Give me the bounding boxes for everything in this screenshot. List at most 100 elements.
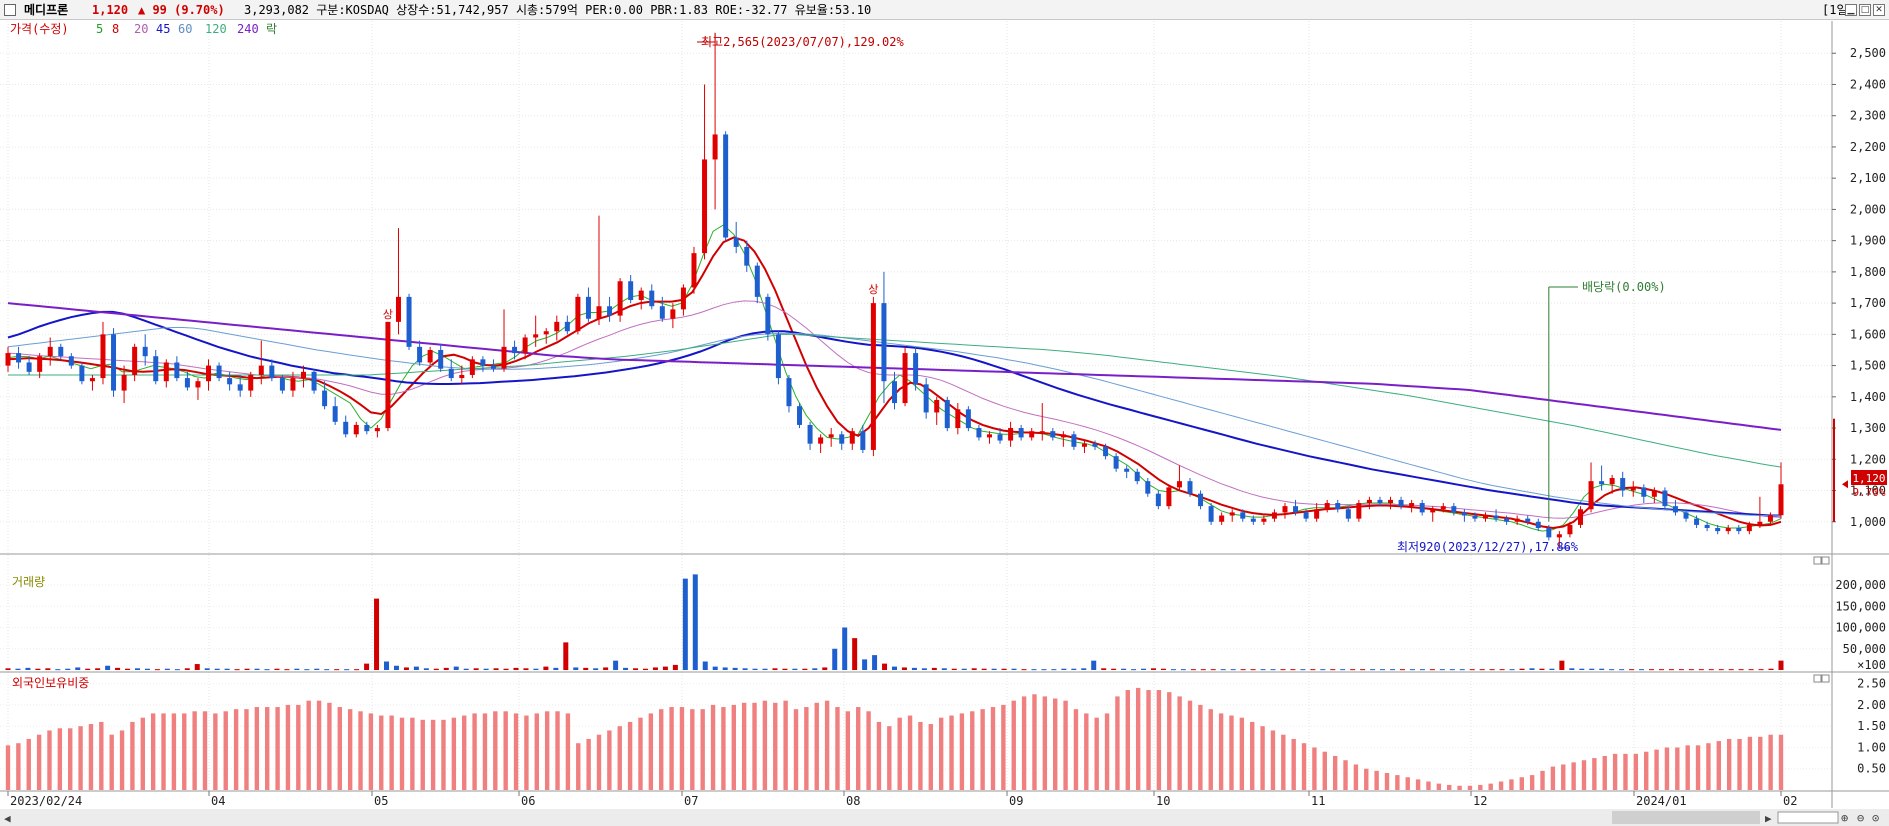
zoom-reset-icon[interactable]: ⊙ xyxy=(1872,811,1879,825)
legend-ma120: 120 xyxy=(205,22,227,36)
foreign-bar xyxy=(959,713,965,790)
candle-body xyxy=(923,384,929,413)
volume-bar xyxy=(453,666,459,670)
candle-body xyxy=(1493,515,1499,519)
volume-bar xyxy=(1121,668,1127,670)
price-tick-label: 2,200 xyxy=(1850,140,1886,154)
candle-body xyxy=(1430,509,1436,513)
foreign-bar xyxy=(804,707,809,790)
volume-bar xyxy=(553,667,559,670)
candlesticks xyxy=(5,32,1784,547)
candle-body xyxy=(1134,471,1140,482)
foreign-bar xyxy=(451,717,457,790)
volume-bar xyxy=(1061,668,1067,670)
volume-bar xyxy=(652,667,658,670)
foreign-bar xyxy=(1519,777,1524,790)
volume-bar xyxy=(742,668,748,670)
candle-body xyxy=(1715,528,1721,532)
price-tag-box xyxy=(1851,470,1887,485)
volume-bar xyxy=(1390,669,1396,671)
candle-body xyxy=(206,365,212,382)
stock-info: 3,293,082 구분:KOSDAQ 상장수:51,742,957 시총:57… xyxy=(244,3,872,17)
foreign-bar xyxy=(856,707,861,790)
minimize-icon[interactable]: ▁ xyxy=(1845,4,1857,16)
volume-bar xyxy=(1738,669,1744,671)
zoom-in-icon[interactable]: ⊕ xyxy=(1841,811,1848,825)
foreign-bar xyxy=(327,702,332,790)
maximize-icon[interactable]: □ xyxy=(1859,4,1871,16)
legend-ex-dividend: 락 xyxy=(266,22,277,36)
candle-body xyxy=(1567,524,1573,535)
volume-bar xyxy=(1748,669,1754,671)
candle-body xyxy=(944,399,950,429)
foreign-bar xyxy=(140,717,145,790)
scroll-left-icon[interactable]: ◀ xyxy=(4,812,11,825)
zoom-out-icon[interactable]: ⊖ xyxy=(1857,811,1864,825)
low-annotation: 최저920(2023/12/27),17.86% xyxy=(1397,540,1579,554)
candle-body xyxy=(860,431,866,450)
candle-body xyxy=(649,290,655,307)
volume-bar xyxy=(901,667,907,670)
foreign-bar xyxy=(213,713,218,790)
volume-bar xyxy=(384,661,390,670)
foreign-bar xyxy=(897,717,902,790)
candle-body xyxy=(1419,503,1425,513)
candle-body xyxy=(79,365,85,382)
volume-bar xyxy=(543,666,549,670)
candle-body xyxy=(617,281,623,316)
volume-bar xyxy=(1370,669,1376,671)
foreign-bar xyxy=(1602,755,1607,790)
foreign-bar xyxy=(337,707,342,790)
volume-bar xyxy=(1519,668,1525,670)
volume-bar xyxy=(1310,669,1316,671)
foreign-bar xyxy=(1436,783,1442,790)
candle-body xyxy=(1409,503,1415,507)
volume-bar xyxy=(852,638,858,670)
foreign-bar xyxy=(1498,781,1504,790)
candle-body xyxy=(417,346,423,363)
volume-bar xyxy=(872,655,878,670)
volume-bar xyxy=(1439,669,1445,671)
candle-body xyxy=(913,353,919,385)
scroll-right-icon[interactable]: ▶ xyxy=(1765,812,1772,825)
scrollbar-thumb[interactable] xyxy=(1612,811,1760,824)
volume-bar xyxy=(1399,669,1405,671)
volume-bar xyxy=(1668,669,1674,671)
volume-bar xyxy=(1031,669,1037,671)
candle-body xyxy=(1345,509,1351,519)
zoom-slider[interactable] xyxy=(1777,811,1839,824)
foreign-bar xyxy=(1550,766,1556,790)
foreign-bar xyxy=(1135,687,1141,790)
price-tick-label: 1,200 xyxy=(1850,452,1886,466)
volume-bar xyxy=(95,668,101,670)
candle-body xyxy=(1757,521,1763,525)
candle-body xyxy=(1683,512,1689,519)
volume-bar xyxy=(184,668,190,670)
candle-body xyxy=(965,409,971,429)
date-tick-label: 05 xyxy=(374,794,388,808)
foreign-bar xyxy=(441,719,446,790)
foreign-bar xyxy=(1270,730,1276,790)
foreign-bar xyxy=(233,709,239,790)
price-tick-label: 2,100 xyxy=(1850,171,1886,185)
scrollbar-track[interactable] xyxy=(0,809,1889,826)
stock-checkbox[interactable] xyxy=(4,4,16,16)
volume-bar xyxy=(55,669,61,671)
foreign-bar xyxy=(306,700,311,790)
volume-bar xyxy=(1639,669,1645,671)
dividend-annotation: 배당락(0.00%) xyxy=(1582,280,1666,294)
volume-bar xyxy=(493,668,499,670)
candle-body xyxy=(490,365,496,369)
foreign-tick-label: 2.50 xyxy=(1857,677,1886,691)
candle-body xyxy=(670,309,676,319)
volume-bar xyxy=(1200,669,1206,671)
foreign-bar xyxy=(524,715,529,790)
candle-body xyxy=(1641,487,1647,497)
candle-body xyxy=(216,365,222,379)
foreign-bar xyxy=(223,711,228,790)
foreign-bar xyxy=(68,728,73,790)
candle-body xyxy=(1293,506,1299,513)
close-icon[interactable]: ✕ xyxy=(1873,4,1885,16)
volume-bar xyxy=(832,648,838,670)
foreign-bar xyxy=(171,713,177,790)
